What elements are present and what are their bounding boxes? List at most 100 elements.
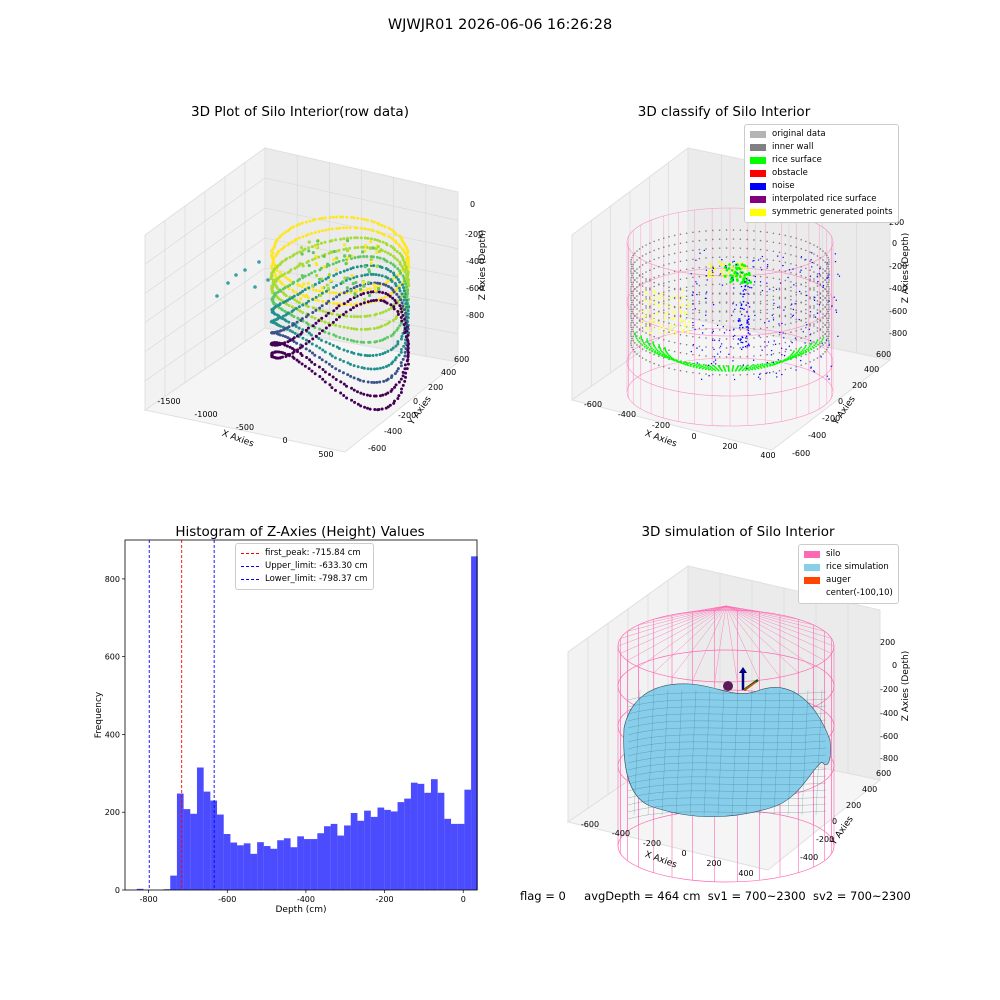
data-point (393, 248, 397, 252)
wall-point (705, 355, 707, 357)
wall-point (778, 314, 781, 317)
wall-point (698, 311, 701, 314)
symmetric-point (687, 303, 690, 306)
wall-point (668, 271, 670, 274)
rice-point (655, 348, 658, 351)
wall-point (705, 230, 707, 232)
rice-point (691, 363, 694, 365)
symmetric-point (679, 319, 682, 322)
noise-point (770, 354, 773, 356)
data-point (363, 227, 367, 231)
wall-point (645, 287, 647, 289)
data-point (334, 238, 338, 242)
rice-point (747, 364, 750, 367)
legend-item: first_peak: -715.84 cm (241, 547, 368, 560)
noise-point (706, 279, 708, 281)
noise-point (734, 334, 736, 337)
noise-point (777, 359, 780, 361)
surface-mesh-line (627, 754, 827, 764)
noise-point (774, 343, 777, 346)
wall-point (766, 317, 768, 320)
wall-point (725, 238, 728, 240)
data-point (362, 301, 366, 305)
data-point (400, 301, 404, 305)
noise-point (744, 345, 747, 348)
wall-point (732, 292, 735, 294)
noise-point (745, 304, 747, 306)
wall-point (698, 284, 701, 287)
wall-point (778, 287, 781, 290)
symmetric-point (678, 304, 681, 307)
wall-point (649, 289, 651, 291)
data-point (328, 352, 332, 356)
wall-point (746, 229, 748, 232)
rice-point (812, 347, 815, 349)
noise-point (822, 284, 825, 287)
noise-point (772, 361, 775, 364)
noise-point (700, 378, 703, 381)
wall-point (692, 267, 694, 270)
wall-point (795, 318, 798, 321)
avg-depth-text: avgDepth = 464 cm (584, 889, 701, 903)
wall-point (645, 332, 647, 334)
wall-point (718, 356, 721, 358)
wall-point (645, 289, 647, 291)
x-axis-label: Depth (cm) (275, 905, 326, 915)
histogram-bar (257, 842, 264, 890)
data-point (352, 388, 356, 392)
wall-point (784, 297, 787, 300)
surface-mesh-line (627, 705, 827, 715)
legend-item: symmetric generated points (750, 206, 893, 219)
noise-point (701, 349, 703, 351)
rice-point (752, 364, 754, 366)
data-point (378, 366, 382, 370)
histogram-bar (344, 825, 351, 890)
histogram-bar (250, 853, 258, 890)
wall-point (816, 291, 819, 293)
data-point (338, 215, 342, 219)
data-point (384, 378, 388, 382)
legend-swatch (804, 564, 820, 571)
data-point (287, 303, 291, 307)
wall-point (641, 357, 644, 359)
noise-point (714, 359, 717, 361)
wall-point (753, 230, 755, 232)
noise-point (810, 367, 812, 369)
noise-point (707, 364, 710, 367)
wall-point (718, 265, 721, 267)
wall-point (692, 371, 694, 374)
data-point (353, 256, 357, 260)
data-point (300, 317, 304, 321)
wall-point (657, 337, 660, 340)
rice-point (641, 340, 644, 343)
data-point (397, 353, 401, 357)
wall-point (809, 260, 811, 262)
wall-point (772, 316, 775, 319)
noise-point (731, 314, 733, 317)
noise-point (719, 273, 722, 275)
rice-point (648, 344, 651, 347)
wall-point (819, 275, 822, 277)
plot1-x-tick: -1500 (157, 397, 180, 406)
data-point (378, 325, 382, 329)
symmetric-point (727, 270, 731, 274)
wall-point (753, 311, 755, 313)
symmetric-point (671, 318, 674, 321)
data-point (292, 280, 296, 284)
noise-point (699, 252, 701, 254)
data-point (377, 287, 381, 291)
wall-point (662, 311, 665, 314)
data-point (345, 236, 349, 240)
data-point (271, 343, 275, 347)
data-point (362, 379, 366, 383)
data-point (361, 288, 365, 292)
wall-point (636, 295, 638, 297)
data-point (405, 323, 409, 327)
noise-point (694, 328, 696, 331)
wall-point (827, 256, 829, 259)
data-point (341, 280, 345, 284)
noise-point (742, 290, 745, 292)
wall-point (822, 313, 824, 315)
rice-point (751, 366, 754, 369)
